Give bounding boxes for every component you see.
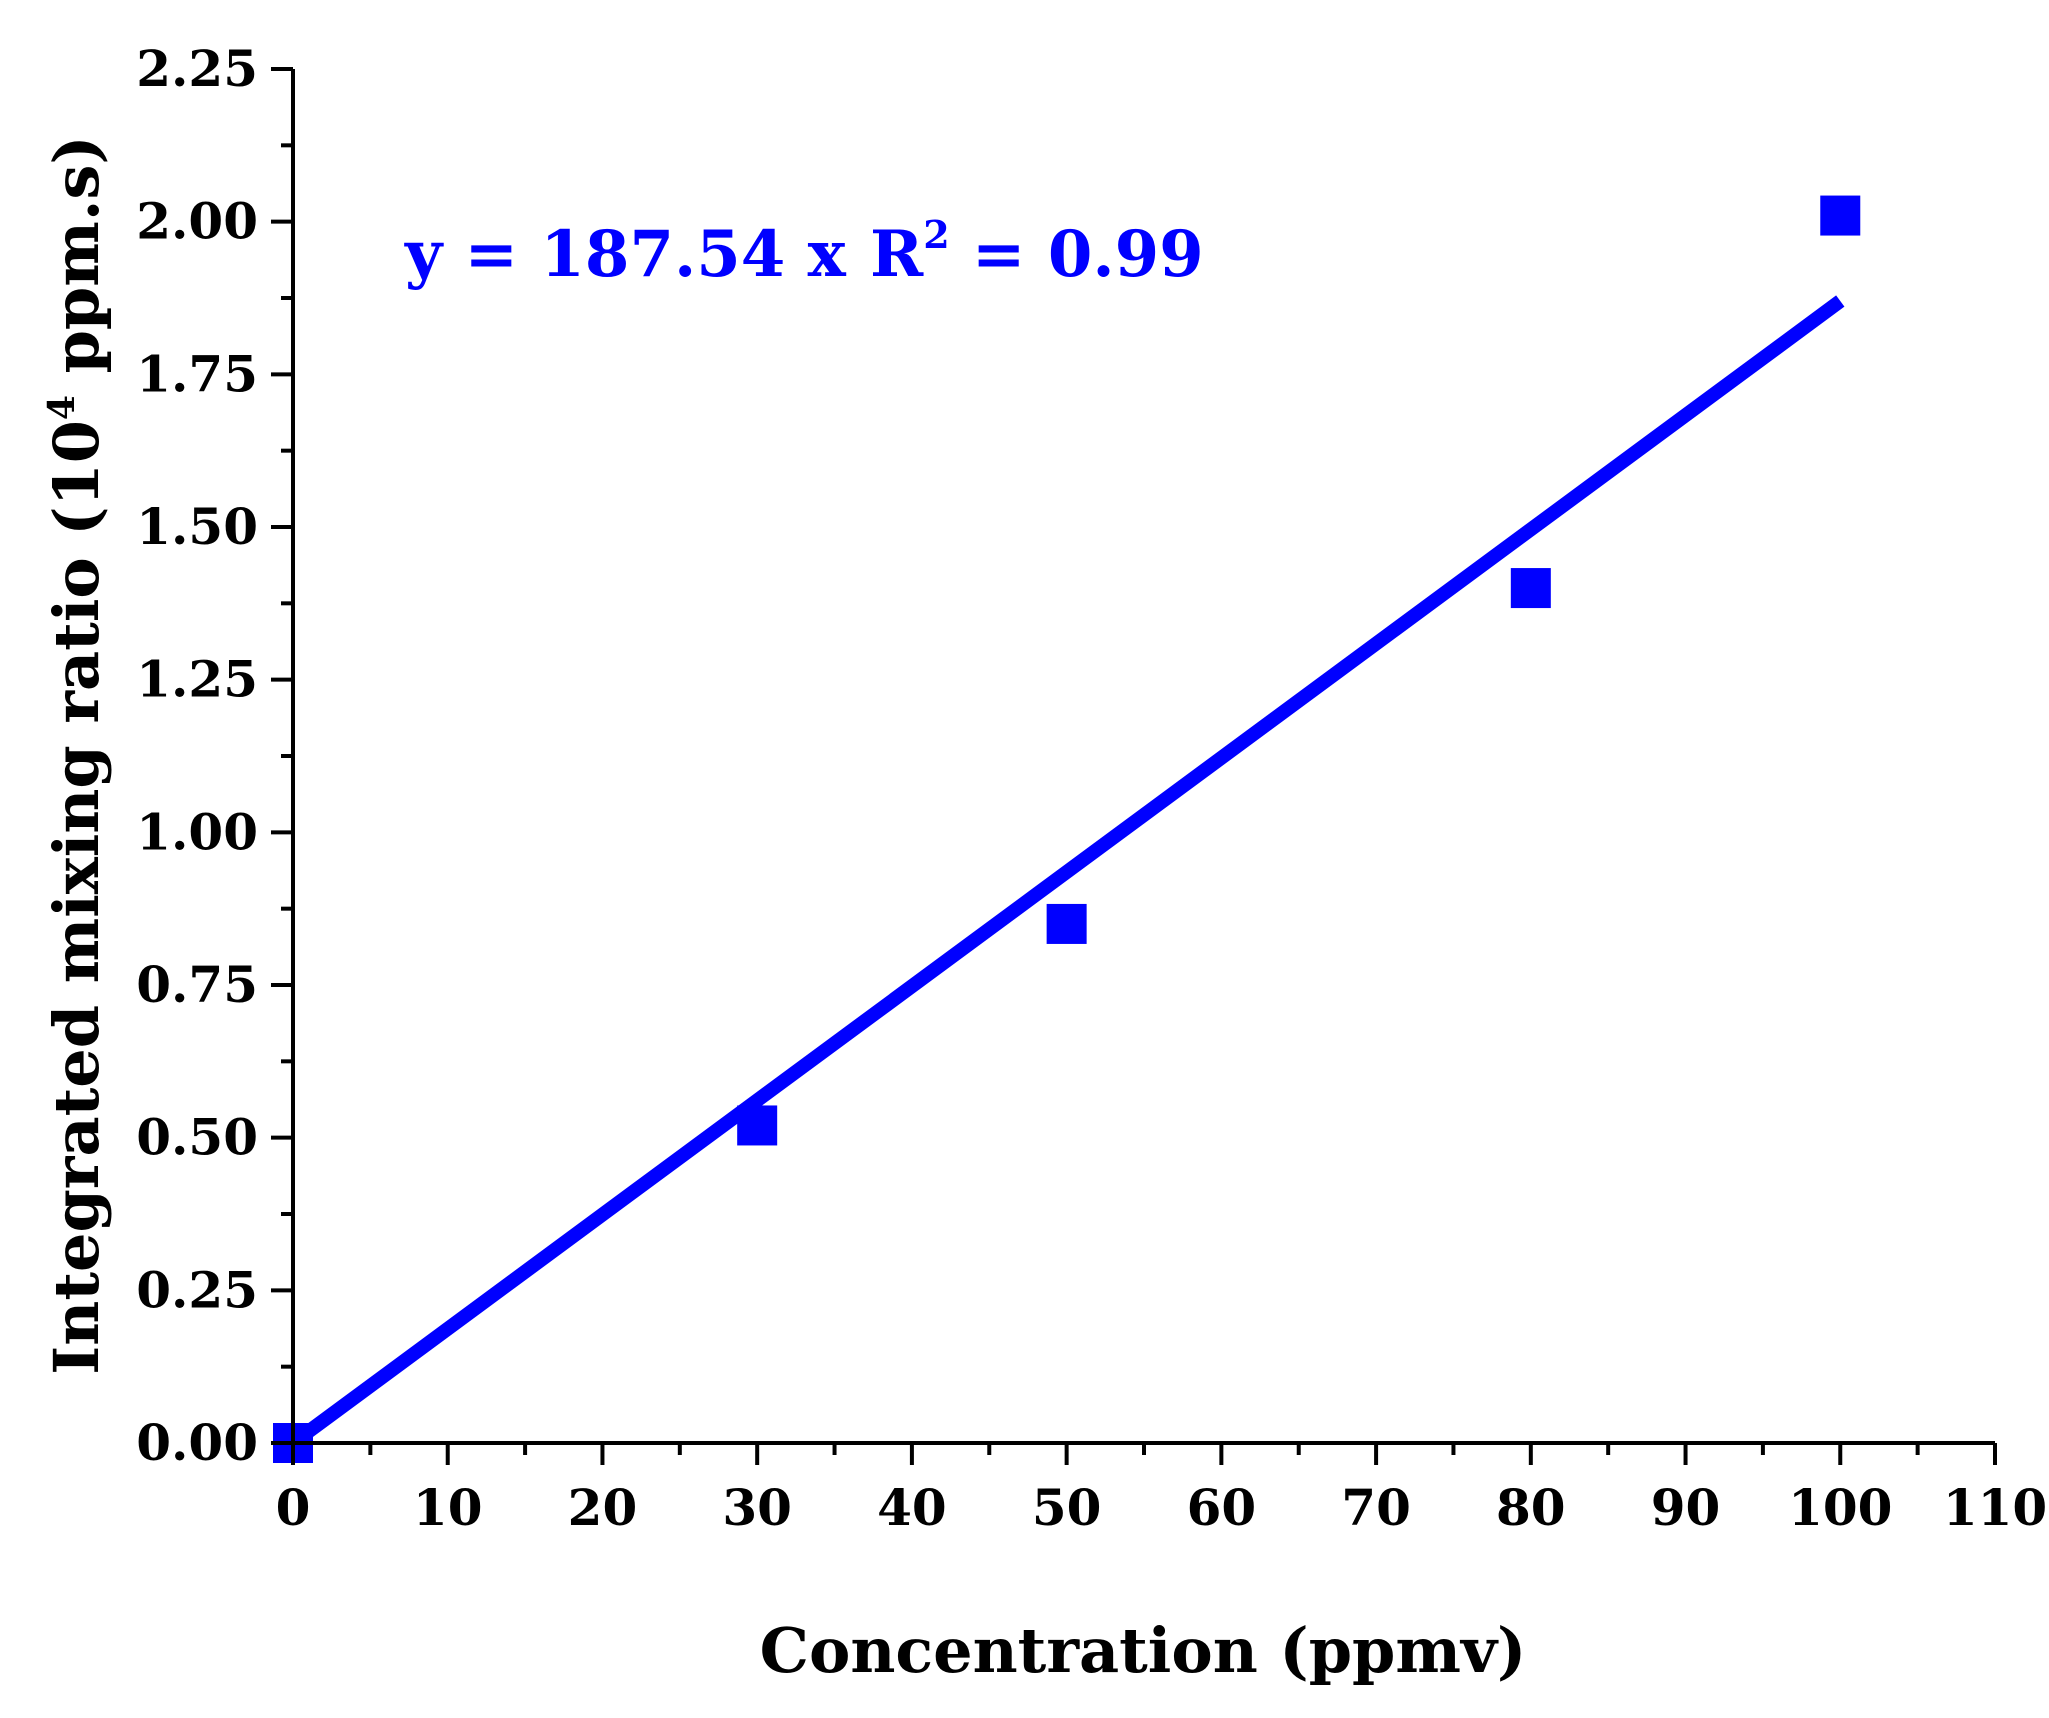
data-point: [1820, 195, 1861, 236]
data-point: [1046, 903, 1087, 944]
y-axis-title-suffix: ppm.s): [40, 135, 113, 395]
y-tick-label: 0.00: [136, 1413, 258, 1472]
y-tick-label: 2.25: [136, 39, 258, 98]
y-axis-title-prefix: Integrated mixing ratio (10: [40, 420, 113, 1375]
x-tick-label: 80: [1496, 1478, 1566, 1537]
y-axis-title-superscript: 4: [41, 395, 83, 420]
x-tick-label: 0: [276, 1478, 311, 1537]
x-tick-label: 10: [413, 1478, 483, 1537]
y-tick-label: 0.50: [136, 1108, 258, 1167]
x-tick-label: 40: [877, 1478, 947, 1537]
x-tick-label: 70: [1341, 1478, 1411, 1537]
r-squared-suffix: = 0.99: [950, 217, 1204, 292]
data-point: [1510, 568, 1551, 609]
r-squared: R2 = 0.99: [870, 212, 1204, 292]
marks-layer: [273, 195, 1861, 1463]
axes-layer: 0 10 20 30 40 50 60 70 80 90 100 110 0.00 0.25 0.50 0.7…: [136, 39, 2047, 1537]
y-tick-label: 0.25: [136, 1260, 258, 1319]
x-tick-label: 50: [1032, 1478, 1102, 1537]
r-squared-superscript: 2: [923, 212, 949, 257]
y-tick-label: 0.75: [136, 955, 258, 1014]
x-tick-label: 110: [1943, 1478, 2047, 1537]
y-tick-label: 1.75: [136, 344, 258, 403]
x-tick-label: 60: [1187, 1478, 1257, 1537]
y-tick-label: 1.25: [136, 650, 258, 709]
x-tick-label: 100: [1788, 1478, 1892, 1537]
y-tick-label: 1.50: [136, 497, 258, 556]
x-tick-label: 30: [722, 1478, 792, 1537]
x-tick-label: 90: [1651, 1478, 1721, 1537]
r-squared-prefix: R: [870, 217, 924, 292]
y-tick-label: 1.00: [136, 802, 258, 861]
fit-equation: y = 187.54 x: [404, 217, 847, 292]
fit-line: [288, 295, 1845, 1449]
y-tick-label: 2.00: [136, 192, 258, 251]
y-axis-title: Integrated mixing ratio (104 ppm.s): [40, 135, 113, 1374]
data-point: [737, 1105, 778, 1146]
x-axis-title: Concentration (ppmv): [760, 1614, 1527, 1687]
x-tick-label: 20: [568, 1478, 638, 1537]
